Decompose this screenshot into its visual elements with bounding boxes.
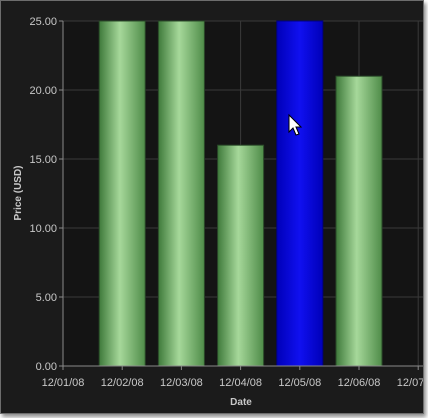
y-tick-label: 10.00 bbox=[29, 223, 57, 235]
mouse-cursor-icon bbox=[288, 113, 303, 136]
y-tick-label: 0.00 bbox=[36, 361, 57, 373]
bar[interactable] bbox=[335, 75, 383, 367]
bar[interactable] bbox=[157, 20, 205, 367]
y-axis-ticks: 0.00 5.00 10.00 15.00 20.00 25.00 bbox=[29, 16, 63, 373]
bar-highlighted[interactable] bbox=[276, 20, 324, 367]
y-tick-label: 20.00 bbox=[29, 85, 57, 97]
x-tick-label: 12/04/08 bbox=[219, 377, 262, 389]
x-tick-label: 12/06/08 bbox=[338, 377, 381, 389]
bar[interactable] bbox=[217, 144, 265, 367]
x-axis-ticks: 12/01/08 12/02/08 12/03/08 12/04/08 12/05/08… bbox=[42, 366, 424, 389]
y-axis-title: Price (USD) bbox=[13, 165, 24, 220]
bar[interactable] bbox=[98, 20, 146, 367]
y-tick-label: 15.00 bbox=[29, 154, 57, 166]
x-tick-label: 12/01/08 bbox=[42, 377, 85, 389]
y-tick-label: 25.00 bbox=[29, 16, 57, 28]
x-tick-label: 12/07/08 bbox=[397, 377, 424, 389]
x-tick-label: 12/05/08 bbox=[278, 377, 321, 389]
y-tick-label: 5.00 bbox=[36, 292, 57, 304]
x-tick-label: 12/02/08 bbox=[101, 377, 144, 389]
bar-series bbox=[98, 20, 383, 367]
x-tick-label: 12/03/08 bbox=[160, 377, 203, 389]
x-axis-title: Date bbox=[230, 397, 252, 408]
